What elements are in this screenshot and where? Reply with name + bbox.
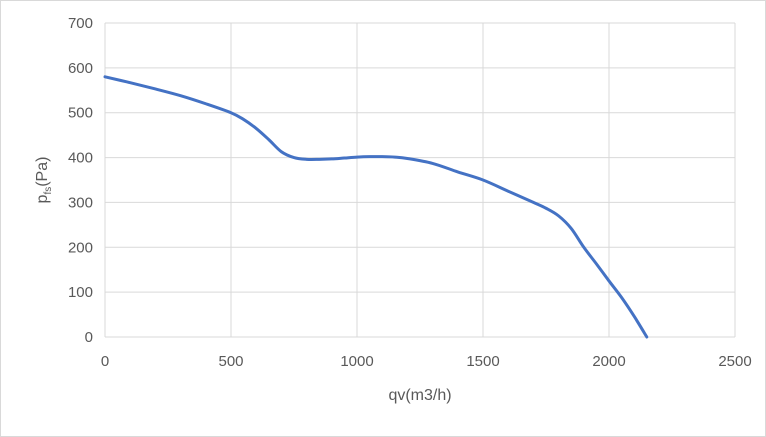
x-axis-title: qv(m3/h) — [388, 387, 451, 404]
x-tick-label: 0 — [101, 353, 109, 370]
y-tick-label: 0 — [85, 329, 93, 346]
y-tick-label: 100 — [68, 284, 93, 301]
series-line — [103, 75, 649, 339]
y-tick-label: 600 — [68, 60, 93, 77]
y-axis-title-subscript: fs — [43, 187, 54, 195]
grid-lines — [104, 22, 736, 338]
x-tick-label: 1000 — [340, 353, 373, 370]
y-axis-title-base: p — [34, 194, 51, 203]
y-tick-labels: 0 100 200 300 400 500 600 700 — [68, 15, 93, 346]
x-tick-label: 2500 — [718, 353, 751, 370]
x-tick-label: 500 — [218, 353, 243, 370]
series-group — [103, 75, 649, 339]
y-tick-label: 200 — [68, 239, 93, 256]
y-tick-label: 700 — [68, 15, 93, 32]
x-tick-label: 2000 — [592, 353, 625, 370]
y-tick-label: 300 — [68, 194, 93, 211]
y-tick-label: 500 — [68, 105, 93, 122]
x-tick-labels: 0 500 1000 1500 2000 2500 — [101, 353, 752, 370]
y-axis-title: pfs(Pa) — [34, 157, 54, 204]
y-tick-label: 400 — [68, 150, 93, 167]
x-tick-label: 1500 — [466, 353, 499, 370]
y-axis-title-suffix: (Pa) — [34, 157, 51, 187]
